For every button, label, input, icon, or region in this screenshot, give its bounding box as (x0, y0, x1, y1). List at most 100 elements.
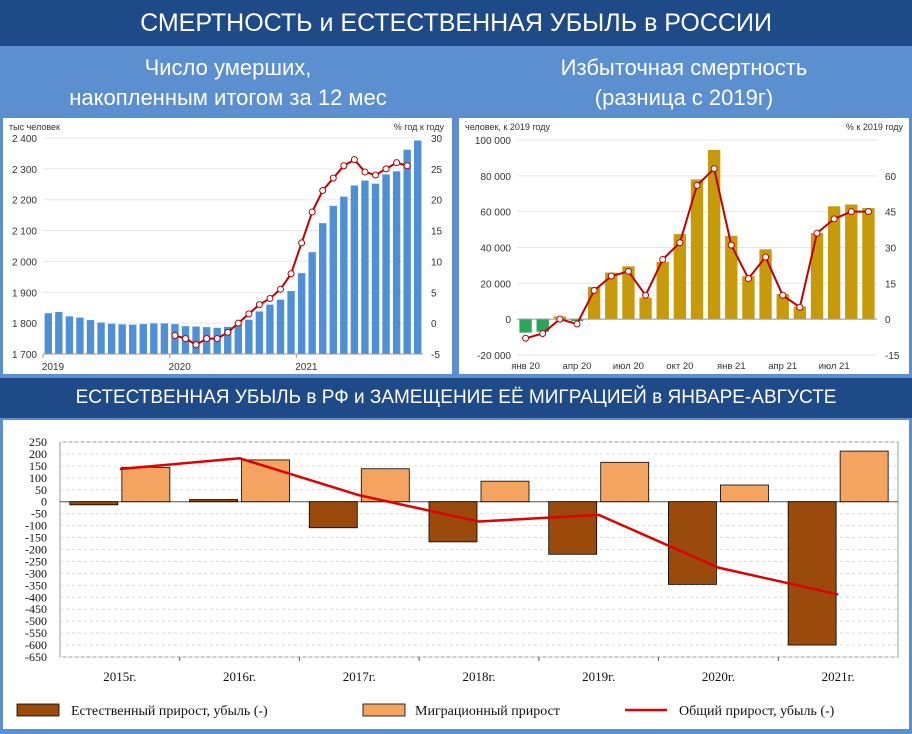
x-tick-label: 2021 (295, 362, 318, 373)
y2-tick-label: 15 (431, 227, 443, 238)
pct-point (864, 208, 872, 216)
pct-point (727, 241, 735, 249)
bar (287, 291, 295, 354)
y-tick-label: -20 000 (477, 351, 511, 362)
y-tick-label: 250 (29, 435, 47, 449)
bar (414, 140, 422, 354)
bar (793, 306, 807, 320)
bar (224, 326, 232, 354)
y-tick-label: 100 (29, 471, 47, 485)
y-tick-label: 2 100 (12, 227, 37, 238)
bar (160, 323, 169, 354)
yoy-point (266, 294, 274, 302)
yoy-point (192, 341, 200, 349)
y-tick-label: 2 400 (12, 134, 37, 145)
y-tick-label: 1 800 (12, 319, 37, 330)
natural-decline-chart: 250200150100500-50-100-150-200-250-300-3… (16, 435, 899, 719)
legend-natural-swatch (16, 703, 60, 717)
x-tick-label: 2019 (42, 362, 65, 373)
natural-decline-panel: 250 200 150 100 50 0 -50 -100 -150 -200 -250 -300 -3… (3, 420, 909, 729)
excess-mortality-panel: человек, к 2019 году % к 2019 году 100 000… (459, 118, 909, 374)
pct-point (642, 291, 650, 299)
bar (371, 183, 380, 354)
y2-tick-label: 30 (885, 244, 897, 255)
x-tick-label: 2016г. (223, 669, 256, 684)
bar (725, 235, 738, 320)
yoy-point (298, 239, 306, 247)
natural-growth-bar (69, 501, 119, 506)
right-title-line-2: (разница с 2019г) (594, 85, 774, 110)
bar (810, 233, 824, 320)
bar (361, 180, 369, 354)
y-tick-label: 60 000 (480, 208, 511, 219)
yoy-point (361, 168, 369, 176)
left-title-line-1: Число умерших, (144, 55, 312, 80)
natural-growth-bar (189, 499, 238, 503)
yoy-point (350, 156, 358, 164)
bar (862, 208, 875, 320)
y2-tick-label: -5 (431, 350, 440, 361)
plot-frame (59, 441, 899, 658)
bar (605, 272, 618, 320)
y-tick-label: 200 (29, 447, 47, 461)
pct-point (744, 275, 752, 283)
bar (97, 322, 105, 354)
yoy-point (182, 335, 189, 343)
y-tick-label: -150 (25, 531, 47, 545)
bar (519, 319, 532, 333)
pct-point (522, 334, 530, 342)
yoy-point (224, 328, 232, 336)
x-tick-label: апр 21 (768, 361, 797, 372)
y-tick-label: 0 (41, 495, 47, 509)
legend-migration-label: Миграционный прирост (415, 704, 560, 719)
y2-tick-label: 60 (885, 172, 897, 183)
x-tick-label: окт 20 (666, 361, 693, 372)
y-tick-label: -400 (25, 590, 47, 604)
y2-tick-label: 10 (431, 257, 443, 268)
bar (234, 324, 242, 354)
legend-total-label: Общий прирост, убыль (-) (679, 704, 835, 719)
right-title-line-1: Избыточная смертность (560, 55, 808, 80)
y-tick-label: 80 000 (480, 172, 511, 183)
bar (622, 266, 635, 320)
migration-growth-bar (480, 480, 530, 503)
bar (827, 206, 841, 320)
pct-point (676, 239, 684, 247)
y-tick-label: -650 (25, 650, 47, 664)
x-tick-label: июл 20 (613, 361, 644, 372)
bar (255, 311, 264, 354)
natural-growth-bar (787, 501, 837, 646)
bar (776, 294, 789, 320)
bar (118, 324, 126, 354)
y2-tick-label: 15 (885, 279, 897, 290)
yoy-point (382, 165, 390, 173)
x-tick-label: 2015г. (103, 669, 136, 684)
pct-point (573, 320, 581, 328)
y-tick-label: 2 000 (12, 257, 37, 268)
bar (759, 249, 772, 320)
bar (329, 205, 337, 354)
y2-tick-label: 5 (431, 288, 437, 299)
bar (845, 204, 858, 320)
bar (150, 323, 158, 354)
bar (192, 326, 200, 354)
x-tick-label: 2020 (169, 362, 192, 373)
yoy-point (329, 174, 337, 182)
y-tick-label: -550 (25, 626, 47, 640)
page-title: СМЕРТНОСТЬ и ЕСТЕСТВЕННАЯ УБЫЛЬ в РОССИИ (0, 0, 912, 46)
bar (673, 234, 687, 320)
yoy-point (393, 159, 401, 167)
y2-tick-label: 0 (885, 315, 891, 326)
x-tick-label: 2019г. (582, 669, 615, 684)
y2-tick-label: 30 (431, 134, 443, 145)
bar (319, 223, 327, 354)
y2-tick-label: -15 (885, 351, 900, 362)
total-growth-line (119, 456, 839, 596)
pct-point (624, 267, 632, 275)
bar (107, 323, 116, 354)
x-tick-label: июл 21 (819, 361, 850, 372)
bar (403, 149, 411, 354)
pct-point (693, 181, 701, 189)
pct-point (607, 272, 615, 280)
bar (570, 319, 584, 321)
